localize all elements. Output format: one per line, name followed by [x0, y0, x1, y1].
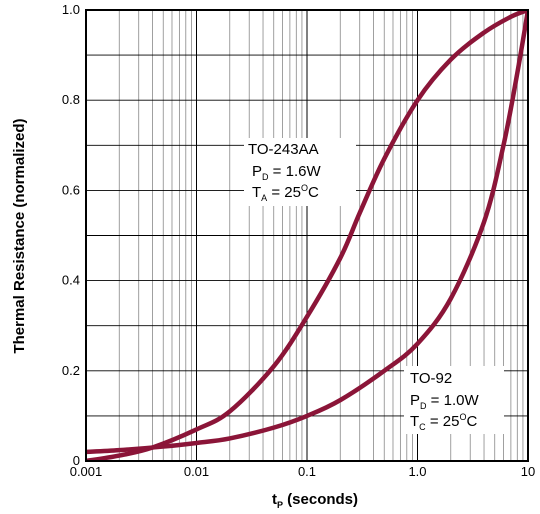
x-tick-label: 0.01: [184, 464, 209, 479]
x-tick-label: 0.001: [70, 464, 103, 479]
plot-frame: [85, 9, 529, 462]
x-axis-title: tP (seconds): [272, 491, 358, 510]
y-axis-title: Thermal Resistance (normalized): [11, 118, 28, 353]
y-tick-label: 0: [73, 453, 80, 468]
annotation-to92-power: PD = 1.0W: [410, 392, 479, 411]
x-tick-label: 10: [521, 464, 535, 479]
series-line-1: [86, 10, 528, 455]
y-tick-label: 0.8: [62, 92, 80, 107]
series-line-0: [86, 10, 528, 461]
annotation-to243aa: TO-243AA PD = 1.6W TA = 25OC: [244, 138, 356, 206]
x-tick-label: 0.1: [298, 464, 316, 479]
annotation-to92-name: TO-92: [410, 370, 452, 387]
curves: [86, 10, 528, 461]
annotation-to243aa-temp: TA = 25OC: [252, 183, 319, 203]
annotation-bg: [404, 366, 504, 434]
annotation-to92-temp: TC = 25OC: [410, 412, 477, 432]
y-tick-label: 0.6: [62, 182, 80, 197]
y-tick-label: 0.2: [62, 363, 80, 378]
y-tick-label: 1.0: [62, 2, 80, 17]
tick-labels: 0.001 0.01 0.1 1.0 10 0 0.2 0.4 0.6 0.8 1.0: [62, 2, 535, 479]
annotation-bg: [244, 138, 356, 206]
annotation-to243aa-power: PD = 1.6W: [252, 163, 321, 182]
y-tick-label: 0.4: [62, 273, 80, 288]
x-tick-label: 1.0: [408, 464, 426, 479]
annotation-to243aa-name: TO-243AA: [248, 141, 319, 158]
annotation-to92: TO-92 PD = 1.0W TC = 25OC: [404, 366, 504, 434]
